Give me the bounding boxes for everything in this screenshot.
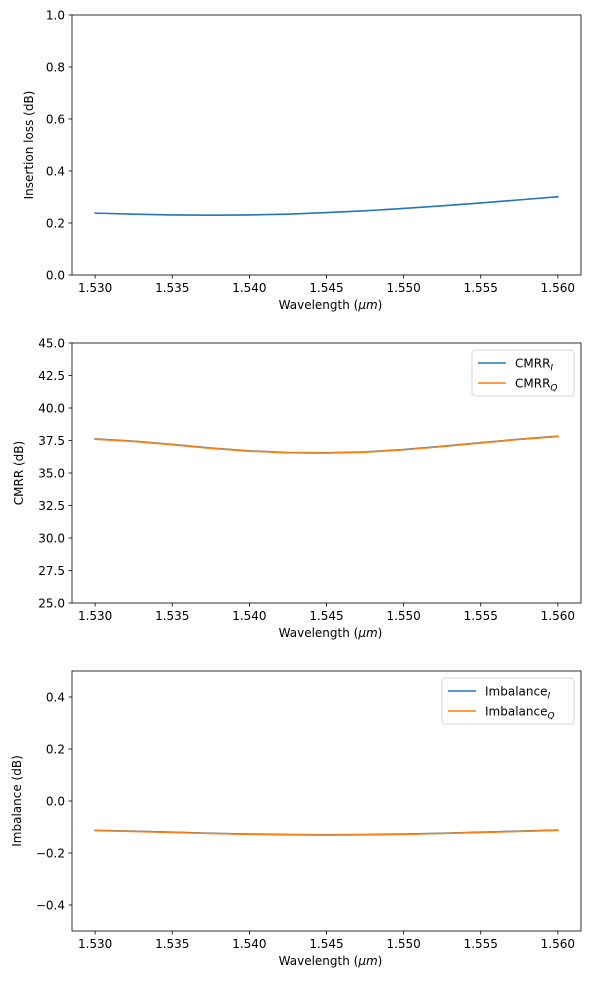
x-tick-label: 1.545	[309, 281, 343, 295]
x-tick-label: 1.560	[541, 937, 575, 951]
y-tick-label: 0.6	[46, 112, 65, 126]
y-tick-label: 37.5	[38, 434, 65, 448]
y-tick-label: 25.0	[38, 596, 65, 610]
x-axis-label: Wavelength (μm)	[279, 298, 383, 312]
y-tick-label: 0.2	[46, 216, 65, 230]
x-tick-label: 1.540	[232, 937, 266, 951]
x-tick-label: 1.530	[78, 609, 112, 623]
legend: ImbalanceI ImbalanceQ	[441, 677, 575, 725]
legend: CMRRI CMRRQ	[471, 349, 575, 397]
y-tick-label: 1.0	[46, 8, 65, 22]
y-tick-label: 0.4	[46, 690, 65, 704]
y-tick-label: 0.0	[46, 268, 65, 282]
series-line-3-2	[94, 829, 559, 836]
x-tick-label: 1.540	[232, 609, 266, 623]
legend-entry: CMRRQ	[515, 377, 558, 394]
axes-frame	[71, 14, 582, 276]
chart-panel-1: 1.530 1.535 1.540 1.545 1.550 1.555 1.560 0.0 0.…	[22, 8, 582, 312]
y-tick-label: 0.4	[46, 164, 65, 178]
x-tick-label: 1.555	[464, 937, 498, 951]
y-axis-label: Insertion loss (dB)	[22, 91, 36, 200]
x-axis-label: Wavelength (μm)	[279, 954, 383, 968]
series-line-1-1	[94, 195, 559, 216]
y-tick-label: −0.4	[36, 898, 65, 912]
x-tick-label: 1.540	[232, 281, 266, 295]
x-axis-label: Wavelength (μm)	[279, 626, 383, 640]
x-tick-label: 1.555	[464, 281, 498, 295]
y-tick-label: −0.2	[36, 846, 65, 860]
x-tick-label: 1.535	[155, 281, 189, 295]
x-tick-label: 1.550	[386, 281, 420, 295]
y-tick-label: 32.5	[38, 499, 65, 513]
x-tick-label: 1.545	[309, 937, 343, 951]
x-tick-label: 1.530	[78, 937, 112, 951]
legend-entry: ImbalanceQ	[485, 705, 555, 722]
y-tick-label: 35.0	[38, 466, 65, 480]
chart-panel-3: 1.530 1.535 1.540 1.545 1.550 1.555 1.560 −0.4 −…	[10, 670, 582, 968]
y-tick-label: 27.5	[38, 564, 65, 578]
y-tick-label: 45.0	[38, 336, 65, 350]
legend-box	[471, 349, 575, 397]
x-tick-label: 1.555	[464, 609, 498, 623]
legend-entry: CMRRI	[515, 357, 553, 374]
x-tick-label: 1.550	[386, 937, 420, 951]
y-tick-label: 0.2	[46, 742, 65, 756]
y-tick-label: 0.0	[46, 794, 65, 808]
x-tick-label: 1.560	[541, 609, 575, 623]
series-line-2-2	[94, 435, 559, 454]
x-tick-label: 1.545	[309, 609, 343, 623]
x-tick-label: 1.560	[541, 281, 575, 295]
legend-box	[441, 677, 575, 725]
chart-panel-2: 1.530 1.535 1.540 1.545 1.550 1.555 1.560 25.0 2…	[12, 336, 582, 640]
y-tick-label: 40.0	[38, 401, 65, 415]
x-tick-label: 1.550	[386, 609, 420, 623]
x-tick-label: 1.530	[78, 281, 112, 295]
y-axis-label: Imbalance (dB)	[10, 755, 24, 847]
x-tick-label: 1.535	[155, 609, 189, 623]
y-tick-label: 42.5	[38, 369, 65, 383]
y-axis-label: CMRR (dB)	[12, 441, 26, 505]
y-tick-label: 30.0	[38, 531, 65, 545]
legend-entry: ImbalanceI	[485, 685, 550, 702]
y-tick-label: 0.8	[46, 60, 65, 74]
x-tick-label: 1.535	[155, 937, 189, 951]
